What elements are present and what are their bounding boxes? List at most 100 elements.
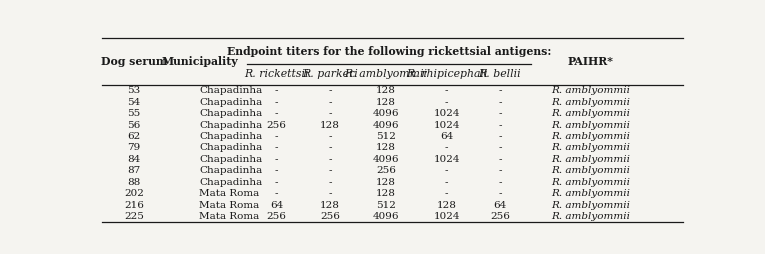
Text: 128: 128 — [376, 189, 396, 198]
Text: Chapadinha: Chapadinha — [200, 132, 262, 141]
Text: R. rhipicephali: R. rhipicephali — [406, 70, 487, 80]
Text: -: - — [445, 86, 448, 96]
Text: -: - — [275, 132, 278, 141]
Text: R. amblyommii: R. amblyommii — [551, 86, 630, 96]
Text: -: - — [328, 109, 331, 118]
Text: -: - — [498, 178, 502, 187]
Text: -: - — [275, 144, 278, 152]
Text: R. amblyommii: R. amblyommii — [551, 201, 630, 210]
Text: R. amblyommii: R. amblyommii — [551, 212, 630, 221]
Text: R. amblyommii: R. amblyommii — [551, 121, 630, 130]
Text: PAIHR*: PAIHR* — [568, 56, 614, 67]
Text: Mata Roma: Mata Roma — [200, 189, 259, 198]
Text: 256: 256 — [320, 212, 340, 221]
Text: -: - — [445, 144, 448, 152]
Text: 53: 53 — [128, 86, 141, 96]
Text: -: - — [445, 166, 448, 175]
Text: 512: 512 — [376, 201, 396, 210]
Text: -: - — [275, 86, 278, 96]
Text: 128: 128 — [320, 201, 340, 210]
Text: 1024: 1024 — [433, 155, 460, 164]
Text: -: - — [328, 98, 331, 107]
Text: -: - — [445, 189, 448, 198]
Text: -: - — [328, 86, 331, 96]
Text: 62: 62 — [128, 132, 141, 141]
Text: R. amblyommii: R. amblyommii — [551, 189, 630, 198]
Text: R. amblyommii: R. amblyommii — [551, 178, 630, 187]
Text: Chapadinha: Chapadinha — [200, 109, 262, 118]
Text: 256: 256 — [490, 212, 510, 221]
Text: 4096: 4096 — [373, 121, 399, 130]
Text: R. amblyommii: R. amblyommii — [551, 98, 630, 107]
Text: 4096: 4096 — [373, 212, 399, 221]
Text: R. parkeri: R. parkeri — [302, 70, 358, 80]
Text: 128: 128 — [320, 121, 340, 130]
Text: 256: 256 — [266, 212, 286, 221]
Text: 128: 128 — [376, 86, 396, 96]
Text: 128: 128 — [376, 98, 396, 107]
Text: -: - — [498, 86, 502, 96]
Text: Chapadinha: Chapadinha — [200, 98, 262, 107]
Text: -: - — [275, 189, 278, 198]
Text: -: - — [328, 132, 331, 141]
Text: -: - — [498, 121, 502, 130]
Text: Chapadinha: Chapadinha — [200, 166, 262, 175]
Text: Mata Roma: Mata Roma — [200, 201, 259, 210]
Text: R. amblyommii: R. amblyommii — [551, 166, 630, 175]
Text: Chapadinha: Chapadinha — [200, 144, 262, 152]
Text: 225: 225 — [124, 212, 144, 221]
Text: -: - — [328, 166, 331, 175]
Text: R. rickettsii: R. rickettsii — [244, 70, 309, 80]
Text: 54: 54 — [128, 98, 141, 107]
Text: -: - — [275, 98, 278, 107]
Text: -: - — [328, 144, 331, 152]
Text: R. bellii: R. bellii — [479, 70, 521, 80]
Text: R. amblyommii: R. amblyommii — [551, 109, 630, 118]
Text: 512: 512 — [376, 132, 396, 141]
Text: 1024: 1024 — [433, 109, 460, 118]
Text: 64: 64 — [493, 201, 506, 210]
Text: Chapadinha: Chapadinha — [200, 86, 262, 96]
Text: -: - — [498, 98, 502, 107]
Text: -: - — [498, 109, 502, 118]
Text: -: - — [498, 189, 502, 198]
Text: 4096: 4096 — [373, 109, 399, 118]
Text: 256: 256 — [266, 121, 286, 130]
Text: Mata Roma: Mata Roma — [200, 212, 259, 221]
Text: -: - — [328, 178, 331, 187]
Text: R. amblyommii: R. amblyommii — [551, 155, 630, 164]
Text: -: - — [328, 189, 331, 198]
Text: 84: 84 — [128, 155, 141, 164]
Text: -: - — [445, 178, 448, 187]
Text: R. amblyommii: R. amblyommii — [551, 144, 630, 152]
Text: 216: 216 — [124, 201, 144, 210]
Text: Dog serum: Dog serum — [101, 56, 168, 67]
Text: 202: 202 — [124, 189, 144, 198]
Text: 1024: 1024 — [433, 121, 460, 130]
Text: -: - — [445, 98, 448, 107]
Text: 1024: 1024 — [433, 212, 460, 221]
Text: -: - — [498, 155, 502, 164]
Text: 128: 128 — [437, 201, 457, 210]
Text: R. amblyommii: R. amblyommii — [551, 132, 630, 141]
Text: Chapadinha: Chapadinha — [200, 121, 262, 130]
Text: -: - — [275, 109, 278, 118]
Text: -: - — [498, 144, 502, 152]
Text: 88: 88 — [128, 178, 141, 187]
Text: Endpoint titers for the following rickettsial antigens:: Endpoint titers for the following ricket… — [227, 45, 552, 57]
Text: 56: 56 — [128, 121, 141, 130]
Text: 64: 64 — [270, 201, 283, 210]
Text: -: - — [275, 178, 278, 187]
Text: -: - — [275, 155, 278, 164]
Text: 55: 55 — [128, 109, 141, 118]
Text: -: - — [328, 155, 331, 164]
Text: 128: 128 — [376, 144, 396, 152]
Text: -: - — [498, 166, 502, 175]
Text: Chapadinha: Chapadinha — [200, 155, 262, 164]
Text: 128: 128 — [376, 178, 396, 187]
Text: 87: 87 — [128, 166, 141, 175]
Text: 4096: 4096 — [373, 155, 399, 164]
Text: -: - — [498, 132, 502, 141]
Text: Chapadinha: Chapadinha — [200, 178, 262, 187]
Text: Municipality: Municipality — [161, 56, 238, 67]
